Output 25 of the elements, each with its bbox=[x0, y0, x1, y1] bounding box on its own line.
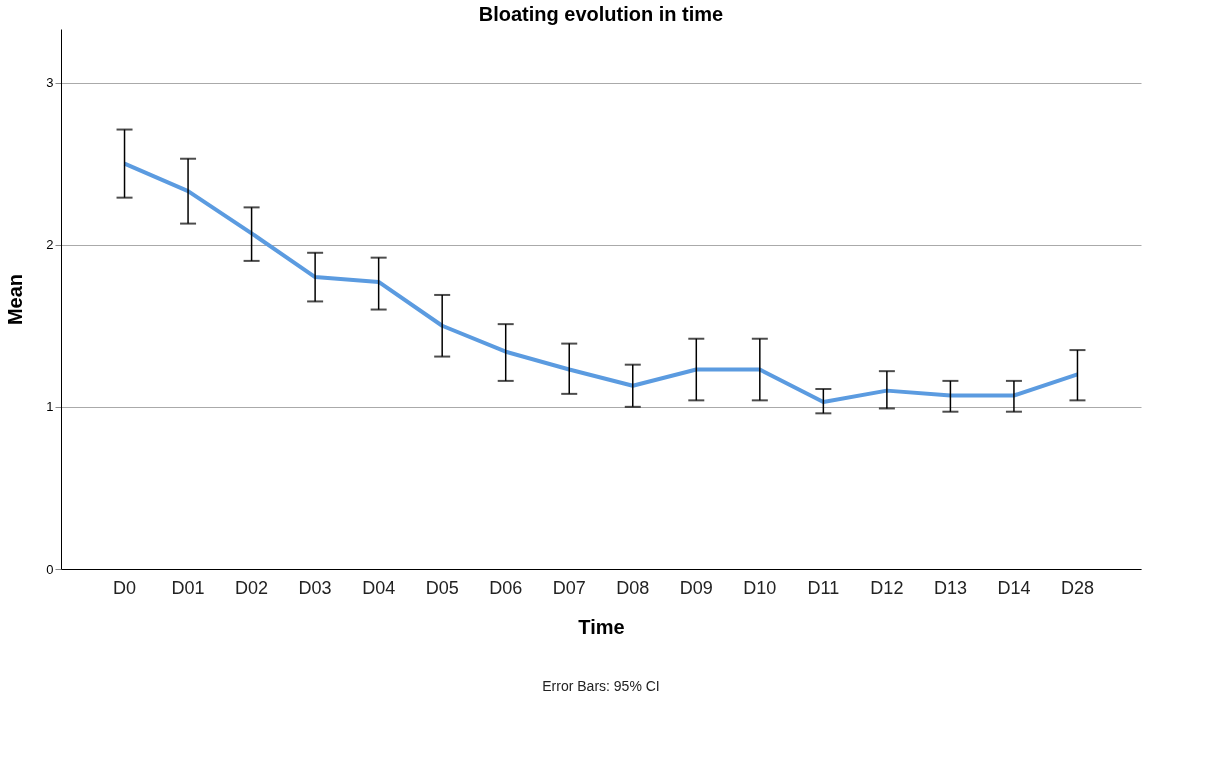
line-series bbox=[122, 161, 1080, 404]
x-tick-label: D09 bbox=[679, 577, 713, 598]
y-axis-title: Mean bbox=[4, 273, 27, 326]
x-tick-label: D08 bbox=[616, 577, 650, 598]
y-tick-label: 2 bbox=[46, 237, 54, 253]
x-tick-label: D04 bbox=[362, 577, 396, 598]
x-tick-label: D14 bbox=[997, 577, 1031, 598]
x-tick-label: D10 bbox=[743, 577, 777, 598]
x-tick-label: D05 bbox=[425, 577, 459, 598]
x-tick-label: D07 bbox=[552, 577, 586, 598]
text: Error Bars: 95% CI bbox=[542, 678, 660, 694]
x-tick-label: D03 bbox=[298, 577, 332, 598]
y-tick-label: 0 bbox=[46, 561, 54, 577]
x-tick-label: D02 bbox=[235, 577, 269, 598]
x-tick-label: D11 bbox=[807, 577, 840, 598]
x-tick-label: D01 bbox=[171, 577, 205, 598]
x-tick-label: D13 bbox=[933, 577, 967, 598]
x-tick-label: D28 bbox=[1060, 577, 1094, 598]
x-tick-label: D0 bbox=[113, 577, 137, 598]
x-tick-label: D06 bbox=[489, 577, 523, 598]
chart-title: Bloating evolution in time bbox=[478, 3, 724, 25]
x-tick-label: D12 bbox=[870, 577, 904, 598]
y-tick-label: 1 bbox=[46, 399, 54, 415]
y-tick-label: 3 bbox=[46, 75, 54, 91]
x-axis-title: Time bbox=[578, 615, 625, 638]
